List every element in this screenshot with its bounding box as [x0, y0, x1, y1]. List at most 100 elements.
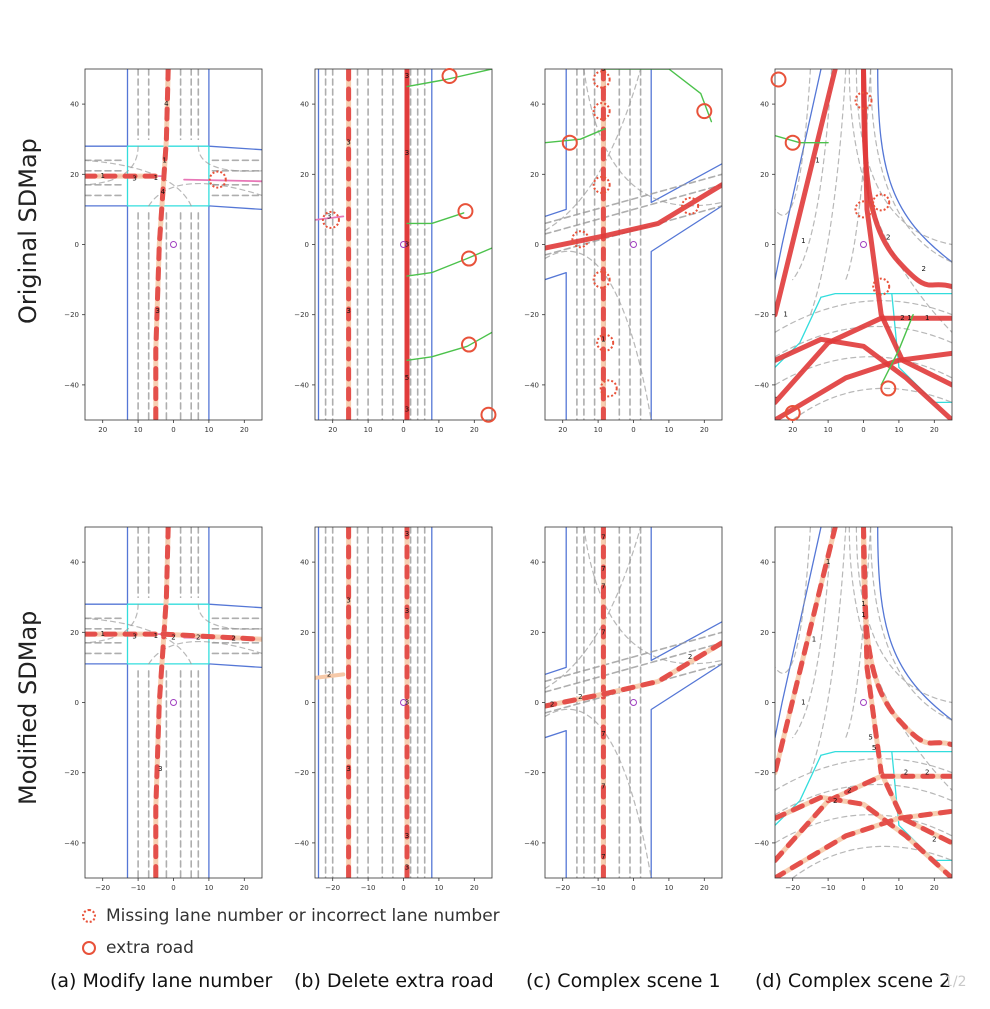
x-tick-label: 20 — [98, 426, 107, 434]
y-tick-label: 0 — [75, 241, 79, 249]
road-cross-diag-overlay — [775, 794, 952, 878]
lane-number-label: 2 — [925, 769, 929, 777]
y-tick-label: 0 — [535, 699, 539, 707]
y-tick-label: 40 — [70, 101, 79, 109]
panel-c-modified: 7 7 7 7 7 7 2 2 2 7 40 20 0 −20 −40 −20 −10 0 10 20 — [524, 526, 723, 896]
extra-road-marker — [770, 71, 787, 88]
lane-number-label: 2 — [231, 635, 235, 643]
boundary-line — [545, 69, 567, 218]
plot-svg: 3 3 3 3 3 3 5 3 40 20 0 −20 −40 20 10 0 10 20 — [294, 68, 497, 434]
ego-vehicle-marker — [400, 699, 407, 706]
extra-road-line — [406, 331, 492, 361]
legend-solid-label: extra road — [106, 938, 194, 958]
lane-number-label: 7 — [601, 730, 605, 738]
x-tick-label: 10 — [364, 426, 373, 434]
x-tick-label: 10 — [434, 884, 443, 892]
extra-road-line — [880, 314, 914, 386]
cross-road-overlay — [545, 640, 722, 709]
boundary-line — [208, 527, 262, 609]
lane-number-label: 5 — [601, 65, 605, 73]
legend-solid: extra road — [82, 938, 194, 958]
ego-vehicle-marker — [400, 241, 407, 248]
lane-number-label: 1 — [801, 237, 805, 245]
turn-lane — [545, 69, 642, 232]
issue-marker-dotted — [321, 210, 340, 229]
lane-number-label: 2 — [578, 693, 582, 701]
lane-number-label: 1 — [773, 391, 777, 399]
boundary-line — [650, 69, 722, 204]
plot-frame — [314, 526, 493, 879]
legend-dotted: Missing lane number or incorrect lane nu… — [82, 906, 500, 926]
lane-number-label: 3 — [158, 765, 162, 773]
x-tick-label: 10 — [664, 884, 673, 892]
lane-number-label: 3 — [346, 765, 350, 773]
lane-number-label: 7 — [601, 565, 605, 573]
lane-divider — [845, 69, 872, 281]
y-tick-label: 0 — [305, 699, 309, 707]
boundary-line — [775, 527, 822, 739]
lane-number-label: 1 — [925, 314, 929, 322]
road-left-diagonal-overlay — [775, 527, 838, 776]
turn-lane — [85, 603, 139, 644]
turn-lane — [583, 527, 722, 665]
lane-number-label: 7 — [601, 534, 605, 542]
junction-outline — [126, 603, 210, 665]
x-tick-label: 0 — [861, 426, 865, 434]
road-cross-upper-overlay — [775, 773, 952, 863]
x-tick-label: 20 — [930, 426, 939, 434]
x-tick-label: 20 — [788, 426, 797, 434]
extra-road-line — [406, 212, 465, 225]
y-tick-label: 20 — [530, 171, 539, 179]
x-tick-label: −20 — [785, 884, 800, 892]
lane-number-label: 1 — [100, 630, 104, 638]
boundary-line — [650, 663, 722, 878]
y-tick-label: 40 — [300, 559, 309, 567]
lane-divider — [775, 356, 952, 386]
y-tick-label: 0 — [75, 699, 79, 707]
boundary-line — [545, 271, 567, 420]
lane-divider — [792, 845, 952, 878]
lane-number-label: 2 — [327, 670, 331, 678]
lane-number-label: 1 — [601, 335, 605, 343]
y-tick-label: 40 — [300, 101, 309, 109]
lane-divider — [792, 527, 833, 739]
turn-lane — [197, 603, 262, 630]
extra-road-marker — [460, 250, 477, 267]
x-tick-label: 10 — [894, 884, 903, 892]
issue-marker-dotted — [599, 379, 618, 398]
lane-number-label: 3 — [405, 149, 409, 157]
lane-divider — [775, 69, 811, 216]
x-tick-label: 0 — [631, 426, 635, 434]
lane-divider — [775, 527, 811, 674]
issue-marker-dotted — [208, 170, 227, 189]
x-tick-label: 20 — [328, 426, 337, 434]
plot-area: 7 7 7 7 7 7 2 2 2 7 — [545, 527, 722, 878]
boundary-line — [85, 527, 129, 605]
issue-marker-dotted — [681, 196, 700, 215]
legend-dotted-label: Missing lane number or incorrect lane nu… — [106, 906, 500, 926]
road-cross-diag-base — [775, 794, 952, 878]
lane-number-label: 3 — [405, 863, 409, 871]
y-tick-label: −20 — [524, 311, 539, 319]
x-tick-label: 10 — [894, 426, 903, 434]
road-right-curve-base — [861, 69, 952, 290]
panel-b-modified: 2 3 3 3 3 3 3 3 40 20 0 −20 −40 −20 −10 0 10 20 — [294, 526, 493, 896]
lane-number-label: 1 — [826, 558, 830, 566]
extra-road-marker — [480, 406, 497, 423]
lane-number-label: 1 — [812, 635, 816, 643]
plot-svg: 7 7 7 7 7 7 2 2 2 7 40 20 0 −20 −40 −20 −10 0 10 20 — [524, 526, 723, 892]
lane-number-label: 1 — [861, 600, 865, 608]
lane-number-label: 2 — [550, 700, 554, 708]
extra-road-marker — [441, 68, 458, 85]
lane-number-label: 7 — [601, 583, 605, 591]
plot-svg: 1 1 1 1 1 2 2 2 2 55 2 40 20 0 −20 −40 −20 −10 0 10 20 — [754, 526, 953, 892]
boundary-line — [208, 69, 262, 151]
extra-road-line — [602, 69, 713, 123]
boundary-line — [208, 663, 262, 878]
lane-number-label: 2 — [688, 653, 692, 661]
x-tick-label: 10 — [664, 426, 673, 434]
dotted-circle-icon — [82, 909, 96, 923]
y-tick-label: 0 — [765, 699, 769, 707]
